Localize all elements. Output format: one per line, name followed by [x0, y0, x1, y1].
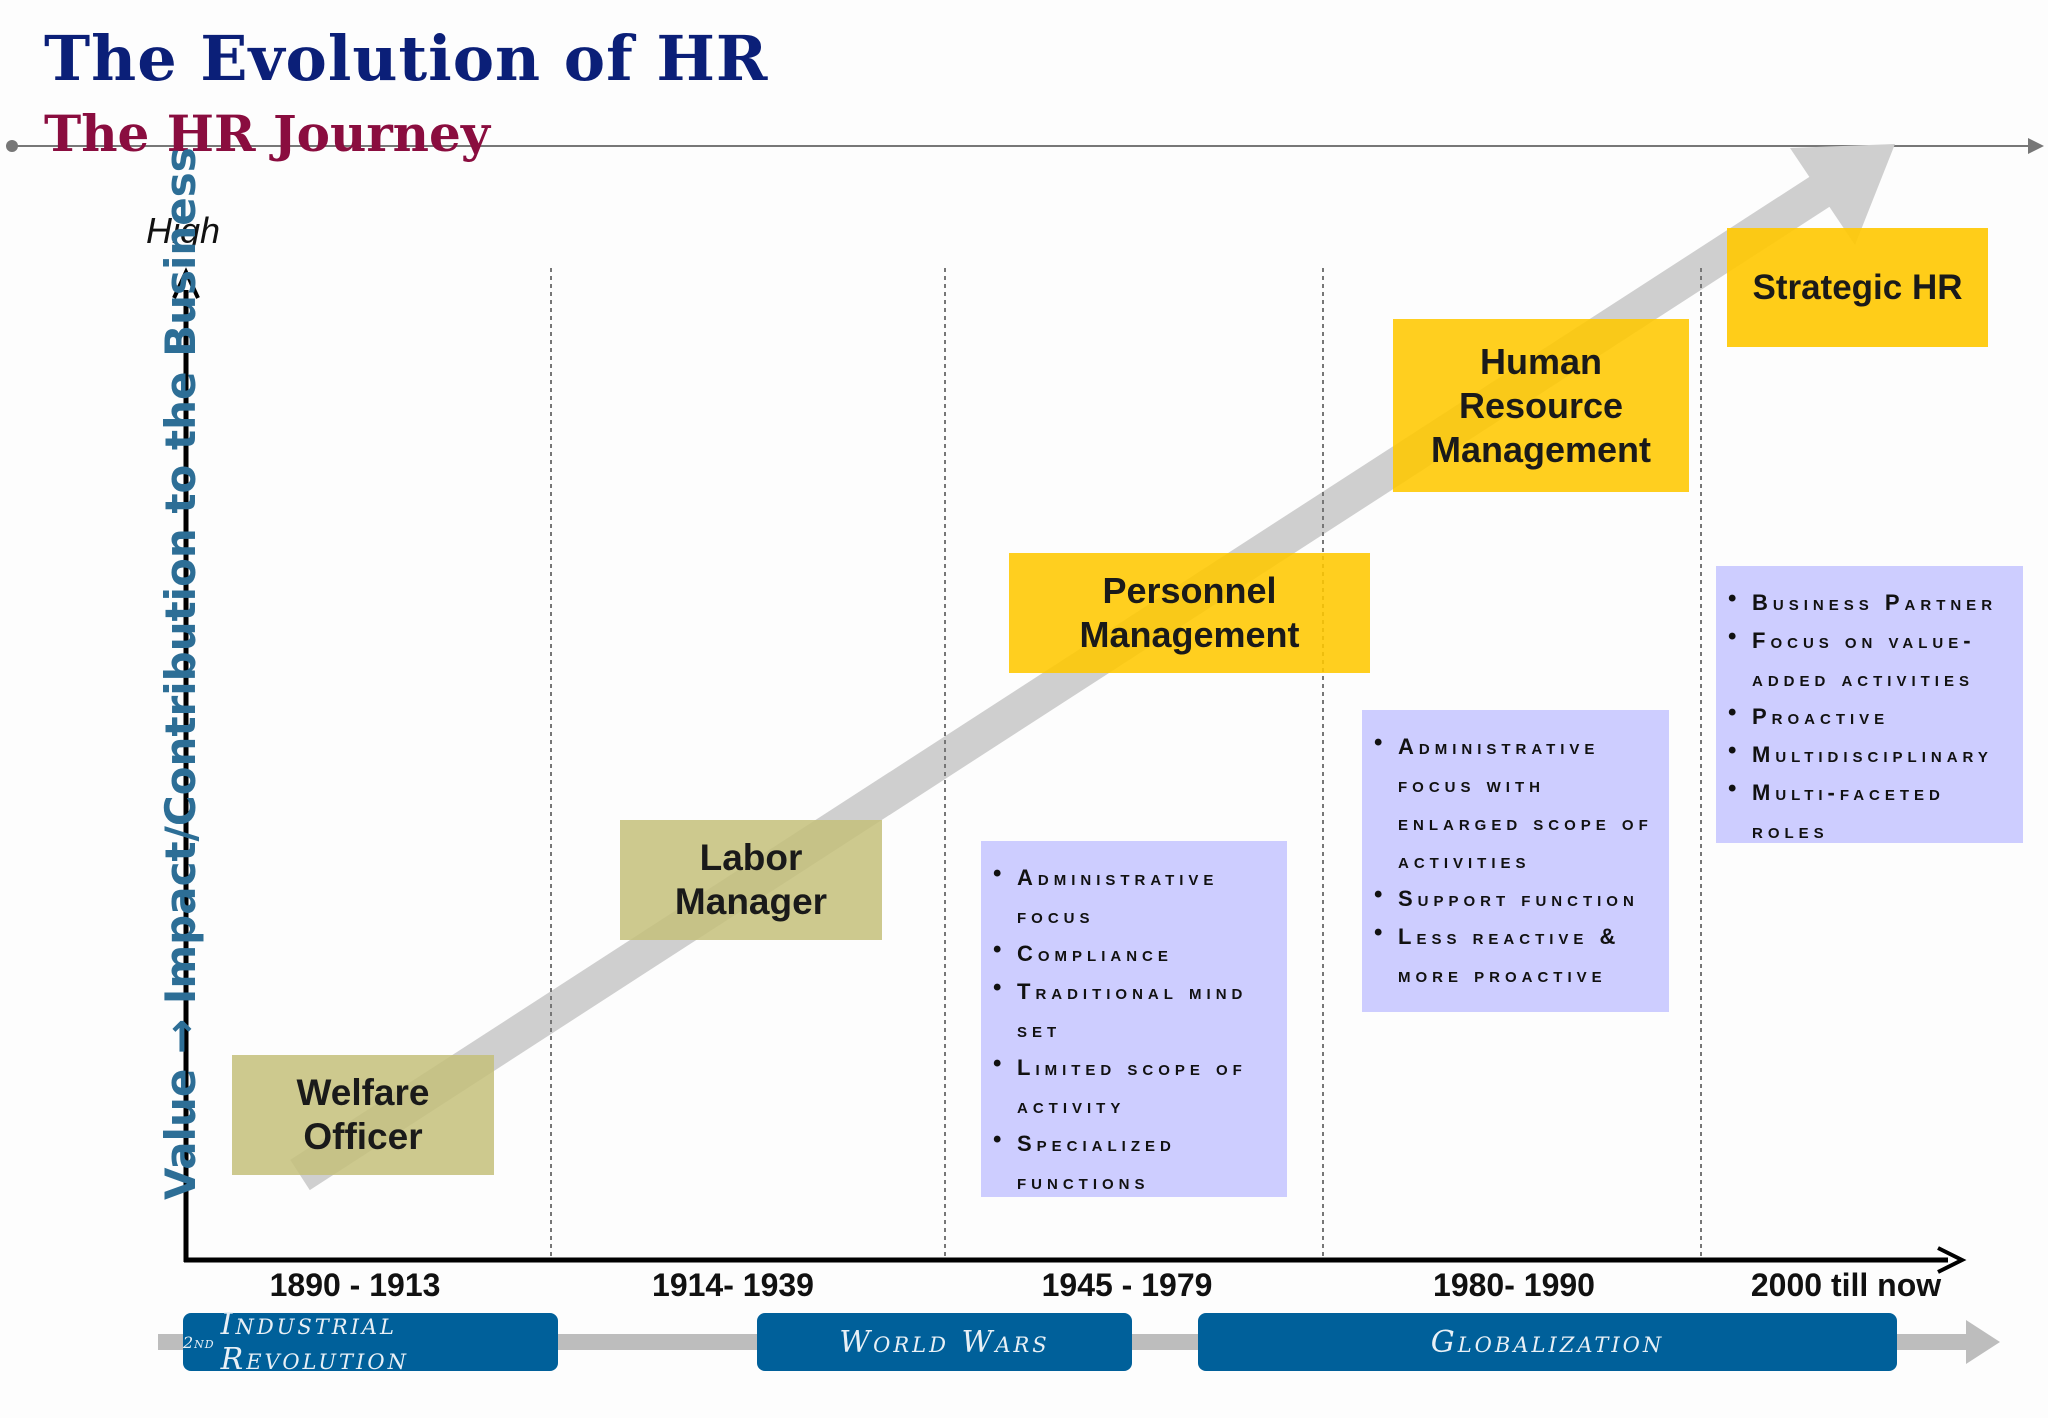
- page-title: The Evolution of HR: [44, 22, 769, 95]
- feature-item: Specialized functions: [993, 1121, 1273, 1201]
- stage-label-line: Human: [1479, 340, 1602, 382]
- header-rule: [6, 138, 2044, 154]
- era-globalization: Globalization: [1198, 1313, 1897, 1371]
- feature-item: Multi-faceted roles: [1728, 770, 2009, 850]
- period-label: 2000 till now: [1750, 1267, 1942, 1303]
- stage-label-line: Personnel: [1102, 570, 1277, 611]
- period-label: 1980- 1990: [1433, 1267, 1595, 1303]
- features-strategic-hr: Business Partner Focus on value-added ac…: [1716, 566, 2023, 843]
- period-label: 1914- 1939: [652, 1267, 814, 1303]
- feature-item: Business Partner: [1728, 580, 2009, 622]
- feature-item: Multidisciplinary: [1728, 732, 2009, 774]
- stage-label-line: Manager: [674, 881, 828, 922]
- y-axis-label: Value → Impact/Contribution to the Busin…: [156, 147, 205, 1200]
- feature-item: Compliance: [993, 931, 1273, 973]
- era-ordinal: 2nd: [183, 1332, 215, 1352]
- stage-label-line: Officer: [303, 1116, 423, 1157]
- period-label: 1945 - 1979: [1041, 1267, 1213, 1303]
- stage-human-resource-management: Human Resource Management: [1393, 319, 1689, 492]
- stage-label-line: Labor: [699, 837, 803, 878]
- era-label: World Wars: [839, 1324, 1050, 1360]
- period-dividers: [550, 268, 1702, 1258]
- feature-item: Focus on value-added activities: [1728, 618, 2009, 698]
- feature-item: Proactive: [1728, 694, 2009, 736]
- era-label: Globalization: [1430, 1324, 1665, 1360]
- y-axis-high-label: High: [146, 210, 221, 251]
- y-axis: [172, 267, 200, 1262]
- era-label: Industrial Revolution: [220, 1307, 409, 1377]
- stage-labor-manager: Labor Manager: [620, 820, 882, 940]
- stage-personnel-management: Personnel Management: [1009, 553, 1370, 673]
- stage-label-line: Resource: [1458, 384, 1624, 426]
- features-human-resource-management: Administrative focus with enlarged scope…: [1362, 710, 1669, 1012]
- stage-label-line: Management: [1079, 614, 1300, 655]
- feature-item: Administrative focus: [993, 855, 1273, 935]
- page-subtitle: The HR Journey: [44, 104, 490, 163]
- stage-label-line: Strategic HR: [1752, 267, 1963, 307]
- feature-item: Administrative focus with enlarged scope…: [1374, 724, 1655, 880]
- stage-welfare-officer: Welfare Officer: [232, 1055, 494, 1175]
- stage-label-line: Management: [1430, 428, 1652, 470]
- feature-item: Less reactive & more proactive: [1374, 914, 1655, 994]
- feature-item: Traditional mind set: [993, 969, 1273, 1049]
- x-axis: [184, 1246, 1967, 1274]
- era-industrial-revolution: 2nd Industrial Revolution: [183, 1307, 558, 1377]
- feature-item: Support function: [1374, 876, 1655, 918]
- era-world-wars: World Wars: [757, 1313, 1132, 1371]
- features-personnel-management: Administrative focus Compliance Traditio…: [981, 841, 1287, 1197]
- period-label: 1890 - 1913: [269, 1267, 441, 1303]
- stage-strategic-hr: Strategic HR: [1727, 228, 1988, 347]
- feature-item: Limited scope of activity: [993, 1045, 1273, 1125]
- stage-label-line: Welfare: [296, 1072, 430, 1113]
